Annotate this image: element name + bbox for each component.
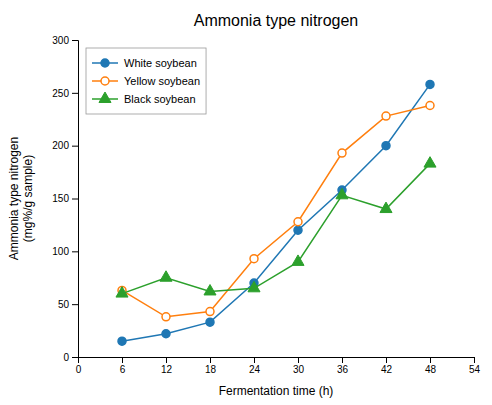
legend-marker <box>101 59 109 67</box>
series-group <box>116 80 436 345</box>
x-tick-mark <box>342 357 343 363</box>
y-tick: 250 <box>52 88 78 99</box>
x-tick-mark <box>386 357 387 363</box>
y-tick-mark <box>72 199 78 200</box>
point <box>250 255 258 263</box>
series-line <box>122 84 430 341</box>
y-tick-label: 100 <box>52 246 69 257</box>
point <box>248 281 260 291</box>
x-tick-label: 6 <box>120 364 126 375</box>
legend: White soybean Yellow soybean Black soybean <box>86 48 206 114</box>
x-tick-mark <box>122 357 123 363</box>
point <box>160 271 172 281</box>
point <box>116 287 128 297</box>
point <box>338 149 346 157</box>
y-tick-mark <box>72 304 78 305</box>
x-tick-label: 30 <box>293 364 305 375</box>
x-axis: 0 6 12 18 24 30 36 42 48 54 <box>76 357 481 375</box>
point <box>292 255 304 265</box>
x-tick-mark <box>430 357 431 363</box>
x-tick-mark <box>166 357 167 363</box>
legend-item: Yellow soybean <box>92 75 200 87</box>
x-tick-label: 54 <box>469 364 481 375</box>
y-tick-label: 200 <box>52 140 69 151</box>
y-tick-mark <box>72 40 78 41</box>
x-tick-label: 0 <box>76 364 82 375</box>
point <box>162 330 170 338</box>
point <box>382 142 390 150</box>
series <box>118 80 434 345</box>
series-line <box>122 164 430 294</box>
point <box>118 337 126 345</box>
y-tick-mark <box>72 93 78 94</box>
x-tick-mark <box>254 357 255 363</box>
y-tick-label: 150 <box>52 193 69 204</box>
chart: 0 6 12 18 24 30 36 42 48 54 0 50 100 150 200 250 300 Whit… <box>0 0 492 405</box>
x-tick: 12 <box>161 357 173 375</box>
legend-label: Yellow soybean <box>124 75 200 87</box>
x-tick: 0 <box>76 357 82 375</box>
x-tick: 24 <box>249 357 261 375</box>
y-tick: 50 <box>58 299 78 310</box>
point <box>426 80 434 88</box>
legend-label: Black soybean <box>124 93 196 105</box>
x-tick: 54 <box>469 357 481 375</box>
y-tick-mark <box>72 146 78 147</box>
point <box>206 308 214 316</box>
y-tick: 150 <box>52 193 78 204</box>
title: Ammonia type nitrogen <box>194 12 359 29</box>
y-tick: 100 <box>52 246 78 257</box>
x-tick-mark <box>474 357 475 363</box>
plot: 0 6 12 18 24 30 36 42 48 54 0 50 100 150 200 250 300 Whit… <box>52 35 480 375</box>
x-tick-label: 12 <box>161 364 173 375</box>
point <box>294 218 302 226</box>
point <box>162 313 170 321</box>
x-tick: 36 <box>337 357 349 375</box>
legend-label: White soybean <box>124 57 197 69</box>
x-tick-label: 42 <box>381 364 393 375</box>
point <box>426 102 434 110</box>
point <box>380 202 392 212</box>
series <box>116 157 436 297</box>
y-tick-label: 300 <box>52 35 69 46</box>
legend-box <box>86 48 206 114</box>
x-tick: 6 <box>120 357 126 375</box>
point <box>424 157 436 167</box>
y-axis-line <box>72 41 79 358</box>
y-axis-title: Ammonia type nitrogen(mg%/g sample) <box>7 137 35 260</box>
x-tick-mark <box>298 357 299 363</box>
x-tick-label: 24 <box>249 364 261 375</box>
y-tick-mark <box>72 251 78 252</box>
x-tick-mark <box>210 357 211 363</box>
y-tick-label: 250 <box>52 88 69 99</box>
y-tick-label: 0 <box>63 352 69 363</box>
y-tick: 0 <box>63 352 78 363</box>
series <box>118 102 434 321</box>
x-tick-label: 36 <box>337 364 349 375</box>
series-line <box>122 106 430 317</box>
y-axis: 0 50 100 150 200 250 300 <box>52 35 78 363</box>
point <box>382 112 390 120</box>
point <box>294 226 302 234</box>
x-tick: 30 <box>293 357 305 375</box>
y-tick-label: 50 <box>58 299 70 310</box>
y-tick: 200 <box>52 140 78 151</box>
x-tick: 42 <box>381 357 393 375</box>
legend-marker <box>99 92 111 102</box>
legend-item: White soybean <box>92 57 197 69</box>
x-tick: 48 <box>425 357 437 375</box>
legend-item: Black soybean <box>92 92 196 105</box>
x-axis-title: Fermentation time (h) <box>219 384 334 398</box>
y-tick: 300 <box>52 35 78 46</box>
x-tick: 18 <box>205 357 217 375</box>
point <box>204 285 216 295</box>
point <box>206 318 214 326</box>
x-tick-label: 18 <box>205 364 217 375</box>
x-axis-line <box>79 358 475 364</box>
y-tick-mark <box>72 357 78 358</box>
legend-marker <box>101 77 109 85</box>
point <box>336 188 348 198</box>
x-tick-label: 48 <box>425 364 437 375</box>
